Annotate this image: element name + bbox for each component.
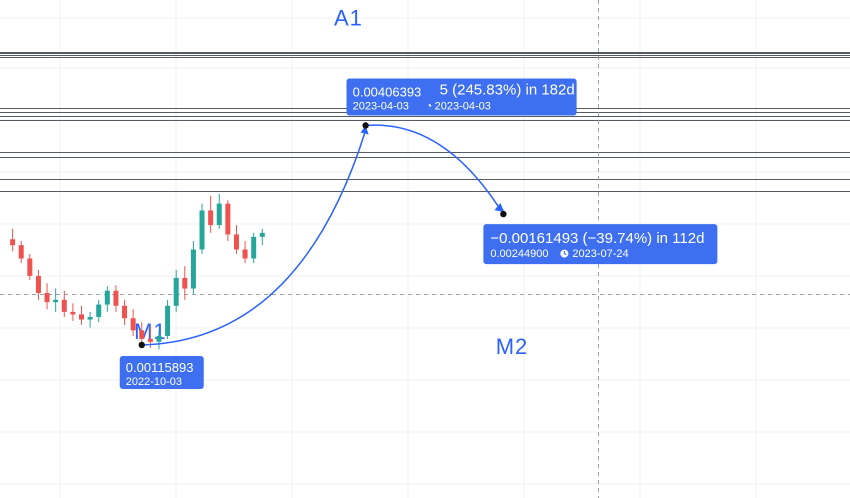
candle-body [216,203,222,226]
candle-body [78,314,84,320]
measure-point-end[interactable] [500,210,507,218]
candle [182,265,188,300]
candle [173,269,179,312]
candlestick-series [10,193,265,350]
candle [165,299,171,339]
target-price-tag[interactable]: 0.00406393 2023-04-03 [346,78,428,116]
candle-body [199,210,205,250]
candle [242,240,248,264]
candle-body [225,203,231,235]
candle [156,330,162,350]
clock-icon: ◔ [426,100,433,112]
candle [96,299,102,323]
candle [251,232,257,264]
change-up-date: 2023-04-03 [435,100,491,112]
candle-body [10,239,16,246]
measure-point-target[interactable] [362,122,369,129]
candle-body [130,318,136,331]
candle [208,195,214,233]
zone-label-m2: M2 [496,334,529,359]
zone-labels: A1 M1 M2 [134,5,529,359]
candle [233,225,239,254]
measurement-tool[interactable]: 0.00115893 2022-10-03 5 (245.83%) in 182… [119,78,718,389]
candle-body [242,249,248,259]
candle-body [190,249,196,289]
candle [87,311,93,328]
clock-hands [563,250,567,256]
candle [199,203,205,254]
origin-price-tag[interactable]: 0.00115893 2022-10-03 [119,355,204,389]
zone-label-a1: A1 [334,5,363,30]
candle-body [233,234,239,250]
candle-body [61,299,67,312]
candle [190,240,196,295]
origin-price-date: 2022-10-03 [126,376,182,388]
candle-body [122,305,128,319]
measure-arrowhead-down [494,203,505,213]
candle-body [113,290,119,306]
candle [225,200,231,241]
change-up-text: 5 (245.83%) in 182d [440,81,575,98]
target-price-value: 0.00406393 [353,84,422,99]
candle [27,253,33,280]
candle-body [96,304,102,317]
measure-arrow-down [365,124,501,209]
candle [44,283,50,310]
candle [10,228,16,252]
candle-body [27,258,33,276]
measure-arrowhead-up [360,125,369,135]
candle [35,269,41,300]
candle-body [147,338,153,342]
candle-body [18,245,24,259]
candle-body [53,299,59,303]
candle-body [44,292,50,303]
measure-point-origin[interactable] [138,341,145,349]
candle-body [104,290,110,305]
horizontal-levels [0,52,850,192]
target-price-date: 2023-04-03 [353,100,409,112]
candle-body [259,232,265,237]
candle [216,193,222,229]
change-down-date: 2023-07-24 [572,248,628,260]
candle-body [139,330,145,339]
candle [18,240,24,264]
candle [53,288,59,312]
candle-body [182,277,188,289]
clock-icon [560,249,569,258]
candle-body [70,311,76,315]
change-down-text: −0.00161493 (−39.74%) in 112d [490,230,704,247]
measure-arrow-up [141,133,366,346]
candle [139,322,145,345]
change-down-value: 0.00244900 [490,248,548,260]
candle [78,305,84,325]
origin-price-value: 0.00115893 [126,360,194,375]
candle [122,299,128,325]
candle-body [173,277,179,306]
candle [113,285,119,312]
candle-body [251,236,257,259]
change-tag-down[interactable]: −0.00161493 (−39.74%) in 112d 0.00244900… [483,224,718,265]
candle [104,286,110,312]
candle [259,228,265,246]
candle-body [35,275,41,293]
candle-body [156,335,162,342]
candle-body [165,305,171,336]
candle [61,290,67,317]
candle [130,309,136,336]
candle-body [87,316,93,320]
candle-body [208,210,214,226]
candle [70,303,76,321]
